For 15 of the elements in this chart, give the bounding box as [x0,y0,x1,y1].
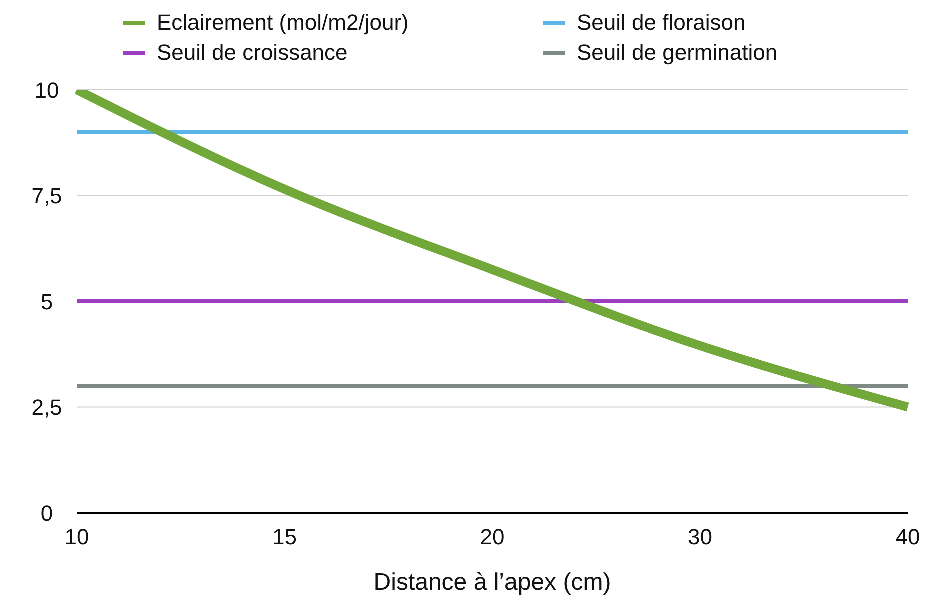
x-axis-title: Distance à l’apex (cm) [374,569,612,596]
x-tick-label: 20 [480,524,505,550]
y-tick-label: 2,5 [32,395,62,420]
legend-label: Seuil de floraison [577,10,746,36]
legend-label: Seuil de croissance [157,40,348,66]
x-tick-label: 40 [896,524,920,550]
legend-label: Eclairement (mol/m2/jour) [157,10,409,36]
x-tick-label: 30 [688,524,712,550]
y-tick-label: 10 [34,78,60,103]
legend-label: Seuil de germination [577,40,778,66]
y-tick-label: 7,5 [32,184,62,209]
x-tick-label: 15 [272,524,297,550]
x-tick-label: 10 [64,524,90,550]
y-tick-label: 5 [40,289,54,314]
y-tick-label: 0 [40,500,54,526]
